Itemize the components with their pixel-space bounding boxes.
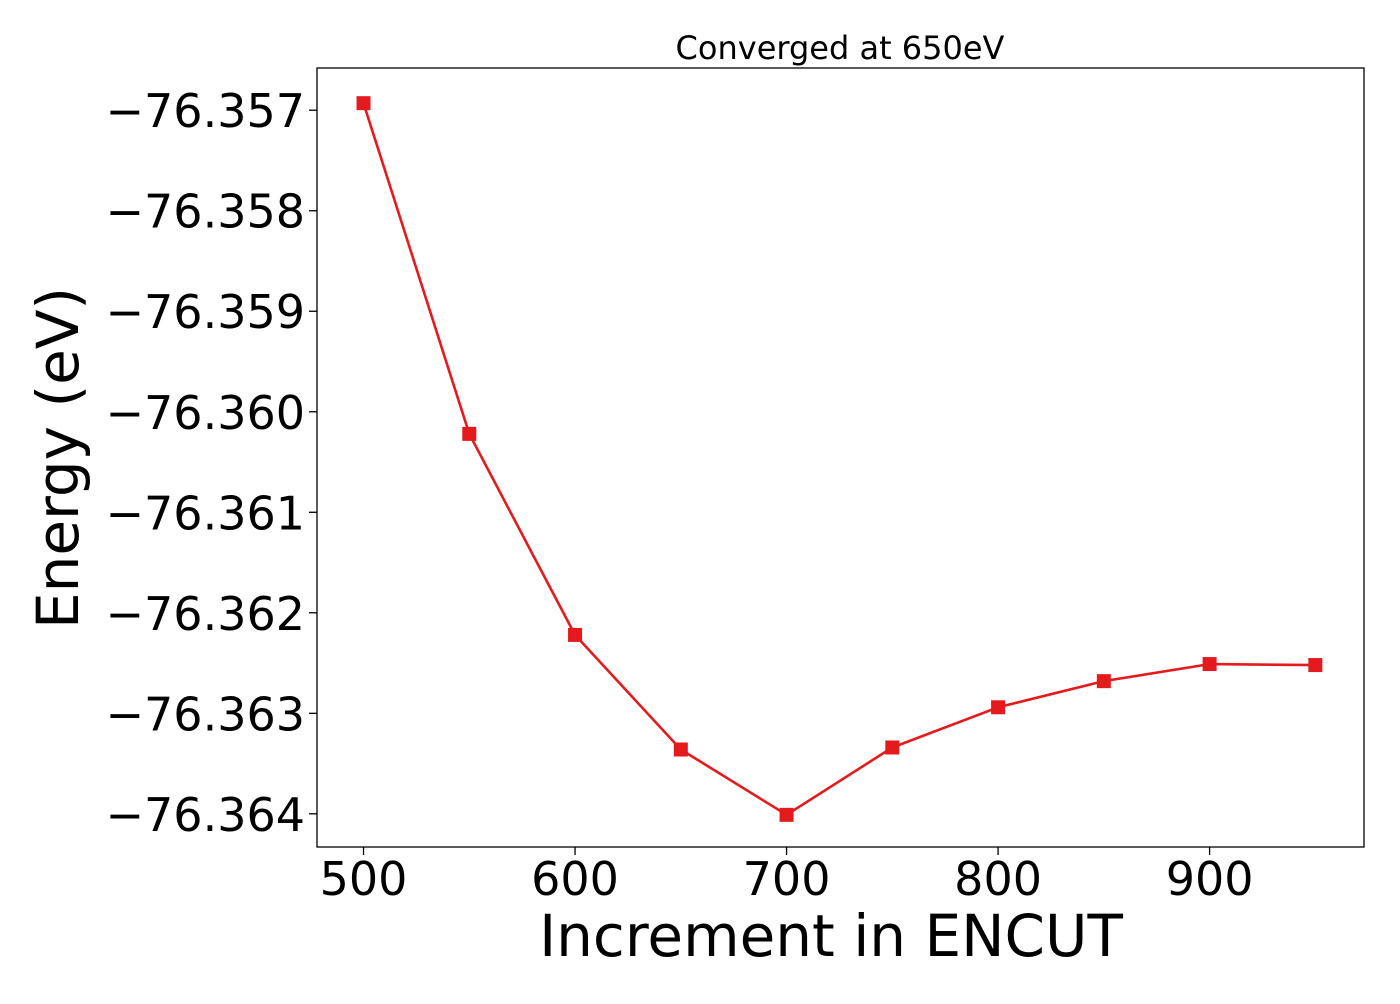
data-point [1096, 674, 1111, 689]
data-point [356, 96, 371, 111]
data-point [673, 742, 688, 757]
y-tick-label: −76.357 [106, 84, 306, 138]
chart-title: Converged at 650eV [676, 29, 1005, 67]
plot-frame [316, 67, 1365, 848]
data-point [991, 700, 1006, 715]
data-point [568, 627, 583, 642]
y-axis-title: Energy (eV) [24, 287, 92, 629]
x-tick-label: 500 [320, 852, 408, 906]
x-tick-label: 900 [1166, 852, 1254, 906]
y-tick-label: −76.364 [106, 788, 306, 842]
data-point [1308, 658, 1323, 673]
data-point [1202, 657, 1217, 672]
data-point [779, 807, 794, 822]
plot-area: 500 600 700 800 900 −76.357 −76.358 −76.359 −76.… [106, 67, 1365, 906]
x-tick-label: 700 [743, 852, 831, 906]
y-tick-label: −76.362 [106, 587, 306, 641]
series-line [362, 102, 1316, 817]
data-point [462, 426, 477, 441]
y-tick-label: −76.363 [106, 687, 306, 741]
y-tick-label: −76.358 [106, 185, 306, 239]
y-tick-label: −76.359 [106, 285, 306, 339]
x-tick-label: 600 [531, 852, 619, 906]
y-tick-label: −76.360 [106, 386, 306, 440]
data-point [885, 740, 900, 755]
x-axis-title: Increment in ENCUT [539, 902, 1123, 970]
y-tick-label: −76.361 [106, 486, 306, 540]
x-tick-label: 800 [954, 852, 1042, 906]
